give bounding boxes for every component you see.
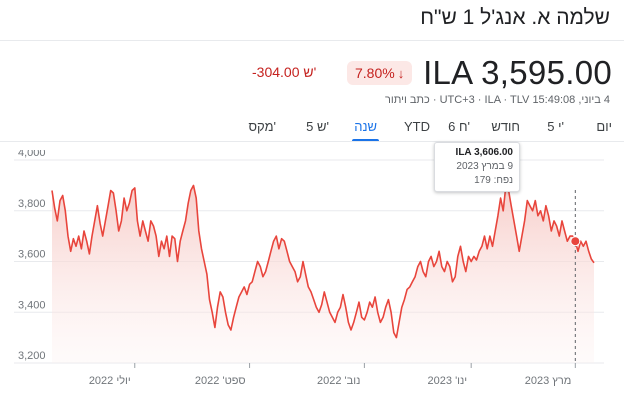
price-line [51,184,595,339]
tabs-divider [0,141,624,142]
change-percent-badge: 7.80% ↓ [347,61,413,85]
disclaimer-link[interactable]: כתב ויתור [384,94,430,106]
tab-6m[interactable]: 6 ח' [448,119,470,134]
tooltip-price: ILA 3,606.00 [455,147,513,158]
x-tick-label: יולי 2022 [89,374,131,387]
price-tooltip: ILA 3,606.00 9 במרץ 2023 נפח: 179 [434,142,520,192]
quote-exchange: ILA · TLV [484,94,530,106]
x-tick-label: נוב' 2022 [317,375,360,387]
x-tick-label: מרץ 2023 [525,375,572,387]
tab-max[interactable]: מקס' [248,119,276,134]
tab-1y[interactable]: שנה [352,119,379,142]
quote-meta: 4 ביוני, 15:49:08 UTC+3 · ILA · TLV · כת… [384,94,610,106]
y-tick-label: 3,200 [18,350,46,362]
price-chart[interactable]: 4,000 3,800 3,600 3,400 3,200 יולי 2022 ספט' 2… [0,150,624,404]
x-tick-label: ספט' 2022 [195,375,246,387]
y-tick-label: 3,400 [18,299,46,311]
range-tabs: יום 5 י' חודש 6 ח' YTD שנה 5 ש' מקס' [222,119,614,142]
highlight-point [570,236,581,247]
tab-1d[interactable]: יום [596,119,612,134]
stock-title: שלמה א. אנג'ל 1 ש"ח [420,6,610,29]
change-percent: 7.80% [355,65,395,81]
tab-5d[interactable]: 5 י' [547,119,564,134]
tooltip-volume: נפח: 179 [474,175,513,186]
x-tick-label: ינו' 2023 [428,375,468,387]
tab-1m[interactable]: חודש [491,119,520,134]
y-tick-label: 4,000 [18,150,46,159]
price-area [52,185,594,363]
arrow-down-icon: ↓ [397,66,405,81]
header-divider [0,40,624,41]
current-price: ILA 3,595.00 [423,54,612,91]
change-absolute: -304.00 ש' [252,64,317,80]
y-tick-label: 3,600 [18,249,46,261]
y-tick-label: 3,800 [18,198,46,210]
quote-timestamp: 4 ביוני, 15:49:08 UTC+3 [439,94,610,106]
tab-5y[interactable]: 5 ש' [306,119,329,134]
tooltip-date: 9 במרץ 2023 [456,161,513,172]
tab-ytd[interactable]: YTD [404,119,430,134]
